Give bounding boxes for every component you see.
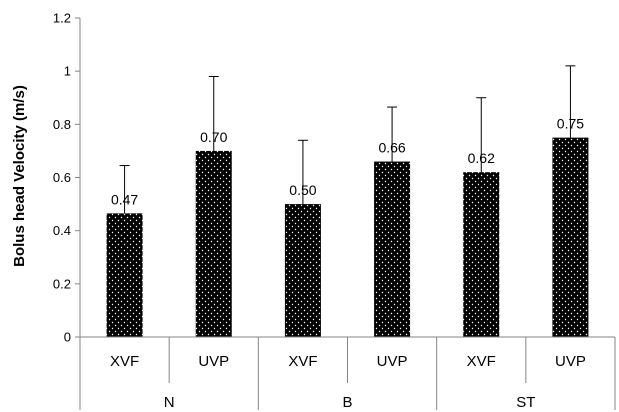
bar: [195, 150, 232, 337]
y-tick-label: 0: [64, 330, 71, 345]
y-tick-label: 0.6: [53, 170, 71, 185]
data-label: 0.75: [557, 116, 584, 132]
bar: [552, 137, 589, 337]
x-axis-groups: N B ST: [164, 394, 536, 411]
axes: [79, 18, 616, 410]
error-bars: [119, 65, 576, 214]
data-label: 0.62: [468, 150, 495, 166]
y-tick-label: 1.2: [53, 11, 71, 26]
x-category-label: UVP: [555, 353, 586, 370]
y-tick-label: 0.4: [53, 223, 71, 238]
bars: [106, 137, 589, 337]
data-labels: 0.47 0.70 0.50 0.66 0.62 0.75: [111, 116, 584, 208]
y-axis-title: Bolus head Velocity (m/s): [11, 85, 28, 267]
y-tick-label: 0.8: [53, 117, 71, 132]
y-axis-ticks: 0 0.2 0.4 0.6 0.8 1 1.2: [53, 11, 80, 345]
x-category-label: XVF: [467, 353, 496, 370]
x-category-label: UVP: [377, 353, 408, 370]
bar: [374, 161, 411, 337]
x-group-label: B: [342, 394, 352, 411]
x-group-label: ST: [516, 394, 535, 411]
x-category-label: UVP: [198, 353, 229, 370]
bar: [284, 204, 321, 337]
data-label: 0.66: [378, 140, 405, 156]
bar: [106, 213, 143, 337]
y-tick-label: 1: [64, 64, 71, 79]
y-tick-label: 0.2: [53, 276, 71, 291]
data-label: 0.47: [111, 191, 138, 207]
x-axis-categories: XVF UVP XVF UVP XVF UVP: [110, 353, 586, 370]
x-group-label: N: [164, 394, 175, 411]
bar: [463, 172, 500, 337]
data-label: 0.70: [200, 129, 227, 145]
x-category-label: XVF: [288, 353, 317, 370]
data-label: 0.50: [289, 182, 316, 198]
x-category-label: XVF: [110, 353, 139, 370]
